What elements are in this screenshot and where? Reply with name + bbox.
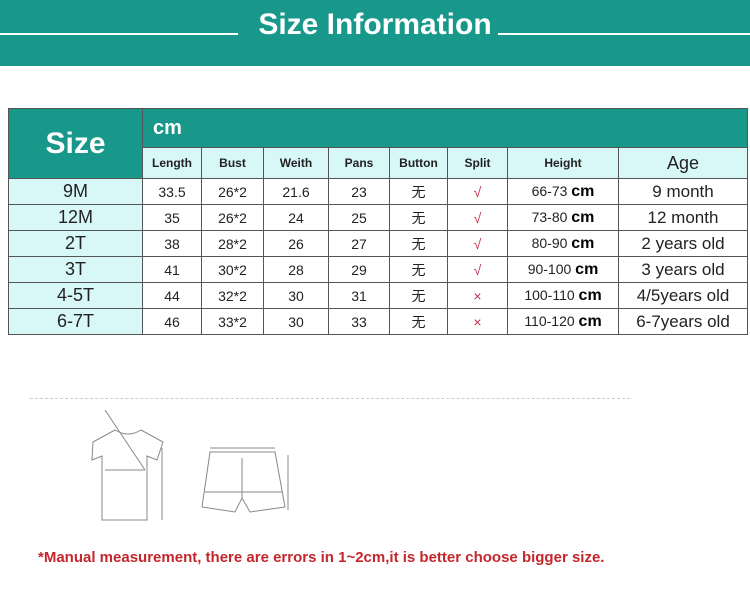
height-value: 110-120	[524, 312, 575, 329]
height-unit: cm	[571, 234, 595, 252]
pans-cell: 27	[328, 230, 390, 257]
height-unit: cm	[571, 208, 595, 226]
measurement-diagram-icon	[91, 410, 289, 521]
length-cell: 46	[142, 308, 202, 335]
table-row: 2T 38 28*2 26 27 无 √ 80-90 cm 2 years ol…	[8, 230, 748, 257]
length-cell: 33.5	[142, 178, 202, 205]
column-header: Weith	[263, 147, 329, 179]
button-cell: 无	[389, 282, 448, 309]
divider	[498, 33, 750, 35]
bust-cell: 26*2	[201, 178, 264, 205]
height-unit: cm	[571, 182, 595, 200]
column-header: Age	[618, 147, 748, 179]
height-unit: cm	[575, 260, 599, 278]
split-cell: √	[447, 230, 508, 257]
height-unit: cm	[578, 286, 602, 304]
size-cell: 2T	[8, 230, 143, 257]
weith-cell: 28	[263, 256, 329, 283]
height-value: 90-100	[527, 260, 572, 277]
unit-header: cm	[142, 108, 748, 148]
size-cell: 6-7T	[8, 308, 143, 335]
age-cell: 6-7years old	[618, 308, 748, 335]
column-header: Pans	[328, 147, 390, 179]
bust-cell: 28*2	[201, 230, 264, 257]
divider	[0, 33, 238, 35]
size-cell: 3T	[8, 256, 143, 283]
weith-cell: 21.6	[263, 178, 329, 205]
height-value: 73-80	[531, 208, 568, 225]
size-table: Size cm Length Bust Weith Pans Button Sp…	[8, 108, 748, 335]
bust-cell: 30*2	[201, 256, 264, 283]
page-title: Size Information	[258, 8, 492, 41]
length-cell: 38	[142, 230, 202, 257]
length-cell: 44	[142, 282, 202, 309]
button-cell: 无	[389, 204, 448, 231]
height-unit: cm	[578, 312, 602, 330]
height-cell: 90-100 cm	[507, 256, 619, 283]
length-cell: 35	[142, 204, 202, 231]
split-cell: √	[447, 178, 508, 205]
column-header: Split	[447, 147, 508, 179]
size-header: Size	[8, 108, 143, 179]
length-cell: 41	[142, 256, 202, 283]
bust-cell: 32*2	[201, 282, 264, 309]
height-value: 66-73	[531, 182, 568, 199]
height-value: 100-110	[524, 286, 575, 303]
height-cell: 66-73 cm	[507, 178, 619, 205]
button-cell: 无	[389, 308, 448, 335]
age-cell: 9 month	[618, 178, 748, 205]
height-value: 80-90	[531, 234, 568, 251]
age-cell: 12 month	[618, 204, 748, 231]
column-header: Height	[507, 147, 619, 179]
pans-cell: 31	[328, 282, 390, 309]
age-cell: 4/5years old	[618, 282, 748, 309]
pans-cell: 33	[328, 308, 390, 335]
size-cell: 4-5T	[8, 282, 143, 309]
split-cell: √	[447, 204, 508, 231]
age-cell: 2 years old	[618, 230, 748, 257]
pans-cell: 23	[328, 178, 390, 205]
bust-cell: 33*2	[201, 308, 264, 335]
pans-cell: 29	[328, 256, 390, 283]
button-cell: 无	[389, 178, 448, 205]
height-cell: 73-80 cm	[507, 204, 619, 231]
height-cell: 110-120 cm	[507, 308, 619, 335]
weith-cell: 26	[263, 230, 329, 257]
size-cell: 9M	[8, 178, 143, 205]
age-cell: 3 years old	[618, 256, 748, 283]
button-cell: 无	[389, 230, 448, 257]
height-cell: 100-110 cm	[507, 282, 619, 309]
table-row: 6-7T 46 33*2 30 33 无 × 110-120 cm 6-7yea…	[8, 308, 748, 335]
column-header: Bust	[201, 147, 264, 179]
table-row: 4-5T 44 32*2 30 31 无 × 100-110 cm 4/5yea…	[8, 282, 748, 309]
weith-cell: 30	[263, 282, 329, 309]
split-cell: √	[447, 256, 508, 283]
title-banner: Size Information	[0, 0, 750, 66]
column-header: Length	[142, 147, 202, 179]
weith-cell: 30	[263, 308, 329, 335]
split-cell: ×	[447, 308, 508, 335]
measurement-note: *Manual measurement, there are errors in…	[38, 549, 605, 566]
divider	[30, 398, 630, 399]
size-cell: 12M	[8, 204, 143, 231]
table-row: 12M 35 26*2 24 25 无 √ 73-80 cm 12 month	[8, 204, 748, 231]
height-cell: 80-90 cm	[507, 230, 619, 257]
weith-cell: 24	[263, 204, 329, 231]
button-cell: 无	[389, 256, 448, 283]
column-header: Button	[389, 147, 448, 179]
split-cell: ×	[447, 282, 508, 309]
bust-cell: 26*2	[201, 204, 264, 231]
table-row: 9M 33.5 26*2 21.6 23 无 √ 66-73 cm 9 mont…	[8, 178, 748, 205]
table-row: 3T 41 30*2 28 29 无 √ 90-100 cm 3 years o…	[8, 256, 748, 283]
pans-cell: 25	[328, 204, 390, 231]
